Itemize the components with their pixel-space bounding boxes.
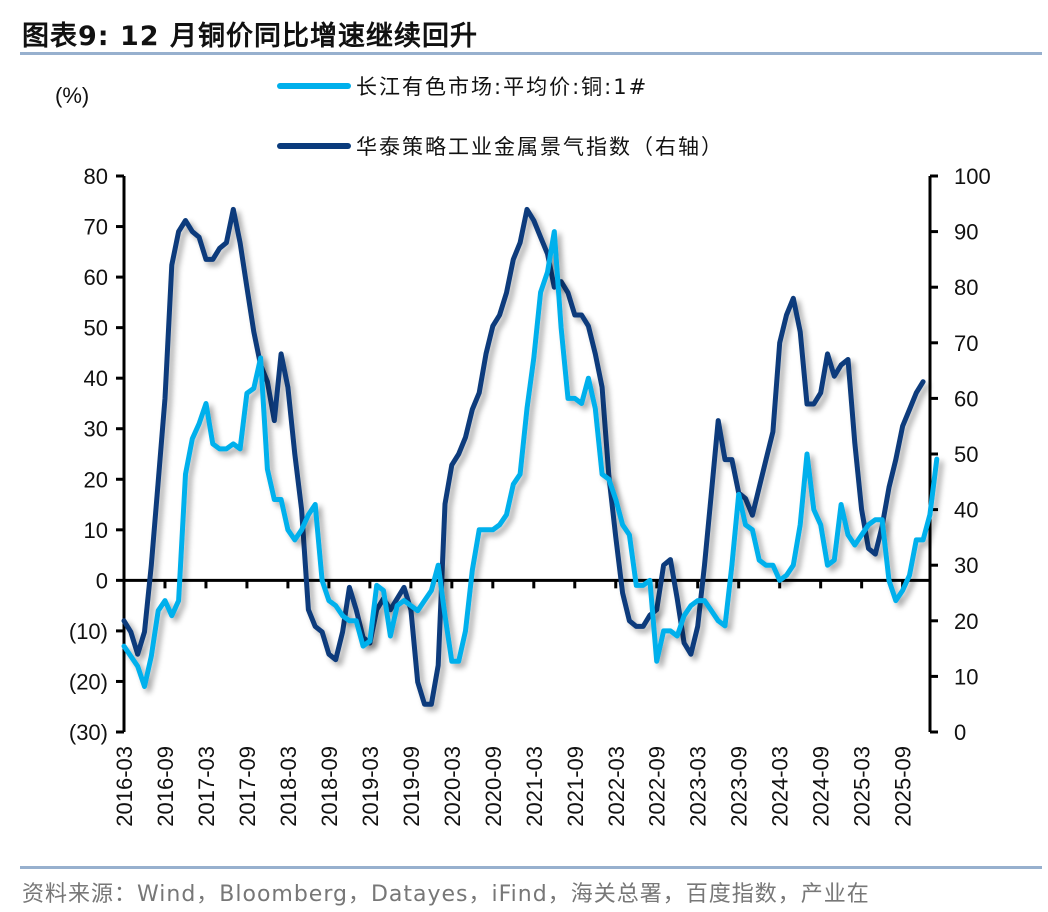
right-tick-label: 40 <box>954 498 978 523</box>
x-tick-label: 2022-09 <box>645 746 670 827</box>
left-tick-label: (30) <box>69 720 108 745</box>
left-tick-label: 0 <box>96 568 108 593</box>
right-tick-label: 20 <box>954 609 978 634</box>
left-tick-label: 70 <box>84 215 108 240</box>
x-tick-label: 2024-03 <box>768 746 793 827</box>
legend-label-series2: 华泰策略工业金属景气指数（右轴） <box>356 135 724 159</box>
series-points-1 <box>123 231 937 687</box>
right-tick-label: 10 <box>954 664 978 689</box>
title-rule <box>20 52 1042 55</box>
x-tick-label: 2020-09 <box>481 746 506 827</box>
x-tick-label: 2016-09 <box>153 746 178 827</box>
x-tick-label: 2018-03 <box>276 746 301 827</box>
left-tick-label: 80 <box>84 164 108 189</box>
x-tick-label: 2021-09 <box>563 746 588 827</box>
x-tick-label: 2022-03 <box>604 746 629 827</box>
left-tick-label: 60 <box>84 265 108 290</box>
left-tick-label: 10 <box>84 518 108 543</box>
series-points-2 <box>123 209 924 705</box>
footer-rule <box>20 866 1042 869</box>
x-tick-label: 2024-09 <box>809 746 834 827</box>
x-tick-label: 2021-03 <box>522 746 547 827</box>
right-tick-label: 60 <box>954 386 978 411</box>
x-tick-label: 2025-09 <box>891 746 916 827</box>
x-tick-label: 2025-03 <box>850 746 875 827</box>
x-tick-label: 2023-03 <box>686 746 711 827</box>
legend-label-series1: 长江有色市场:平均价:铜:1# <box>356 75 648 99</box>
left-tick-label: (10) <box>69 619 108 644</box>
x-tick-label: 2017-03 <box>194 746 219 827</box>
right-tick-label: 30 <box>954 553 978 578</box>
left-tick-label: 50 <box>84 316 108 341</box>
chart-title: 图表9: 12 月铜价同比增速继续回升 <box>22 21 478 52</box>
source-note: 资料来源：Wind，Bloomberg，Datayes，iFind，海关总署，百… <box>22 882 870 907</box>
series-line-1 <box>121 229 940 689</box>
x-tick-label: 2017-09 <box>235 746 260 827</box>
x-tick-label: 2020-03 <box>440 746 465 827</box>
left-axis-unit: (%) <box>55 83 89 108</box>
x-tick-label: 2023-09 <box>727 746 752 827</box>
x-tick-label: 2016-03 <box>112 746 137 827</box>
right-tick-label: 90 <box>954 220 978 245</box>
left-tick-label: 20 <box>84 467 108 492</box>
left-tick-label: (20) <box>69 669 108 694</box>
right-tick-label: 70 <box>954 331 978 356</box>
x-tick-label: 2018-09 <box>317 746 342 827</box>
series-line-2 <box>121 206 926 707</box>
legend: 长江有色市场:平均价:铜:1# 华泰策略工业金属景气指数（右轴） <box>277 75 724 159</box>
right-tick-label: 0 <box>954 720 966 745</box>
x-tick-label: 2019-09 <box>399 746 424 827</box>
right-tick-label: 100 <box>954 164 991 189</box>
right-tick-label: 80 <box>954 275 978 300</box>
chart: (%) 长江有色市场:平均价:铜:1# 华泰策略工业金属景气指数（右轴） (30… <box>55 75 991 827</box>
left-tick-label: 40 <box>84 366 108 391</box>
left-tick-label: 30 <box>84 417 108 442</box>
x-tick-label: 2019-03 <box>358 746 383 827</box>
right-tick-label: 50 <box>954 442 978 467</box>
